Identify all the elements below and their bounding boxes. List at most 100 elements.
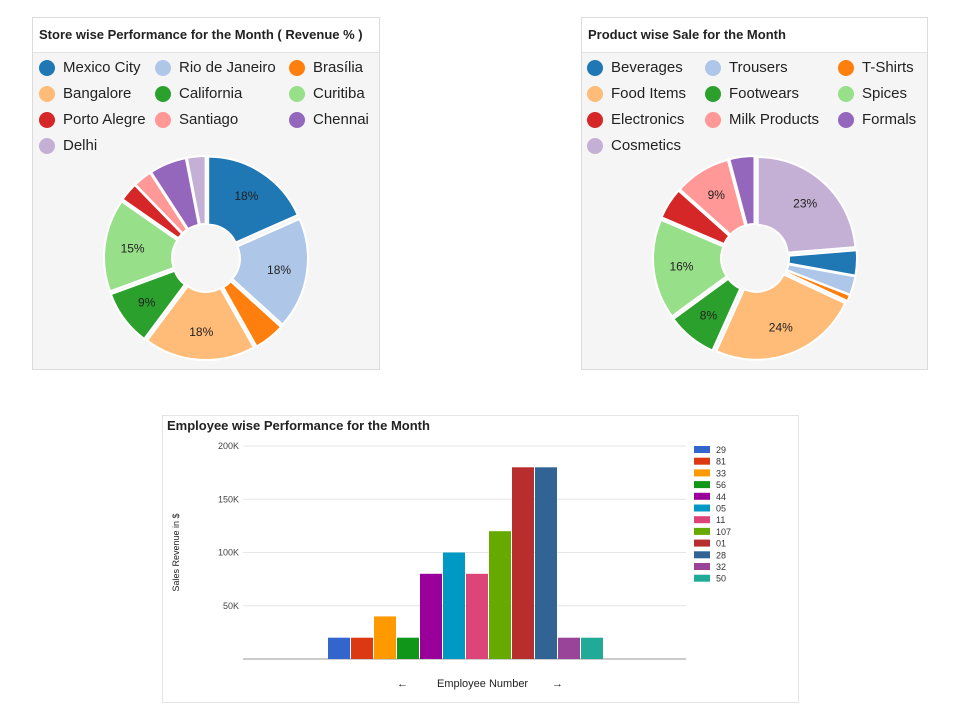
slice-label: 9%: [138, 295, 156, 309]
legend-swatch: [289, 60, 305, 76]
legend-label: 29: [716, 445, 726, 455]
legend-label: California: [179, 85, 243, 102]
legend-swatch: [694, 492, 710, 500]
slice-label: 23%: [793, 197, 817, 211]
legend-swatch: [289, 112, 305, 128]
prev-page-arrow-icon[interactable]: ←: [397, 678, 408, 690]
legend-label: Rio de Janeiro: [179, 59, 276, 76]
legend-label: Bangalore: [63, 85, 132, 102]
y-tick-label: 100K: [218, 548, 239, 558]
bar-employee-107[interactable]: [489, 531, 511, 659]
pie-slice-rio-de-janeiro[interactable]: [230, 217, 309, 326]
pie-slice-bras-lia[interactable]: [221, 279, 283, 348]
slice-label: 18%: [267, 263, 291, 277]
legend-swatch: [694, 516, 710, 524]
bar-employee-28[interactable]: [535, 467, 557, 659]
bar-employee-33[interactable]: [374, 616, 396, 659]
pie-slice-chennai[interactable]: [149, 156, 200, 231]
legend-swatch: [39, 60, 55, 76]
slice-label: 8%: [700, 309, 718, 323]
legend-label: 107: [716, 527, 731, 537]
legend-label: 01: [716, 539, 726, 549]
slice-label: 9%: [708, 188, 726, 202]
legend-label: Electronics: [611, 111, 685, 128]
y-tick-label: 50K: [223, 601, 239, 611]
slice-label: 18%: [189, 325, 213, 339]
pie-slice-california[interactable]: [109, 269, 187, 341]
y-tick-label: 200K: [218, 441, 239, 451]
legend-swatch: [694, 527, 710, 535]
legend-label: Chennai: [313, 111, 369, 128]
legend-swatch: [838, 86, 854, 102]
bar-employee-56[interactable]: [397, 637, 419, 659]
legend-label: Cosmetics: [611, 137, 682, 154]
legend-label: Beverages: [611, 59, 683, 76]
legend-swatch: [694, 457, 710, 465]
product-donut-chart: 23% 24% 8% 16% 9%: [652, 155, 858, 361]
legend-label: Spices: [862, 85, 908, 102]
legend-swatch: [155, 112, 171, 128]
bar-employee-44[interactable]: [420, 573, 442, 659]
pie-slice-milk-products[interactable]: [678, 158, 747, 237]
pie-slice-spices[interactable]: [652, 218, 729, 318]
legend-swatch: [39, 138, 55, 154]
legend-label: Curitiba: [313, 85, 365, 102]
y-tick-label: 150K: [218, 494, 239, 504]
legend-label: Food Items: [611, 85, 687, 102]
legend-label: Porto Alegre: [63, 111, 146, 128]
pie-slice-delhi[interactable]: [185, 155, 207, 226]
legend-swatch: [587, 138, 603, 154]
slice-label: 15%: [121, 242, 145, 256]
pie-slice-formals[interactable]: [728, 155, 756, 227]
bar-employee-01[interactable]: [512, 467, 534, 659]
slice-label: 18%: [234, 189, 258, 203]
pie-slice-bangalore[interactable]: [145, 284, 256, 361]
legend-swatch: [587, 60, 603, 76]
legend-label: 05: [716, 504, 726, 514]
employee-chart-title: Employee wise Performance for the Month: [167, 418, 430, 433]
bar-employee-05[interactable]: [443, 552, 465, 660]
store-chart-legend: Mexico City Rio de Janeiro Brasília Bangalo…: [33, 58, 379, 170]
employee-performance-chart: Employee wise Performance for the Month …: [162, 415, 799, 703]
legend-swatch: [705, 86, 721, 102]
bar-employee-50[interactable]: [581, 637, 603, 659]
legend-label: Formals: [862, 111, 917, 128]
bar-employee-81[interactable]: [351, 637, 373, 659]
legend-swatch: [694, 446, 710, 453]
legend-label: Trousers: [729, 59, 788, 76]
legend-swatch: [694, 481, 710, 489]
legend-label: 56: [716, 480, 726, 490]
legend-swatch: [39, 112, 55, 128]
legend-swatch: [694, 563, 710, 570]
legend-swatch: [155, 86, 171, 102]
bar-employee-11[interactable]: [466, 573, 488, 659]
legend-swatch: [694, 504, 710, 512]
product-sale-chart: Product wise Sale for the Month Beverage…: [581, 17, 928, 370]
bar-employee-32[interactable]: [558, 637, 580, 659]
legend-swatch: [838, 112, 854, 128]
legend-label: 50: [716, 574, 726, 584]
pie-slice-cosmetics[interactable]: [756, 156, 857, 254]
legend-label: Delhi: [63, 137, 98, 154]
pie-slice-footwears[interactable]: [671, 277, 742, 352]
legend-swatch: [39, 86, 55, 102]
legend-label: Mexico City: [63, 59, 141, 76]
store-donut-chart: 18% 18% 18% 9% 15%: [103, 155, 309, 361]
bar-employee-29[interactable]: [328, 637, 350, 659]
pie-slice-t-shirts[interactable]: [784, 269, 852, 303]
store-performance-chart: Store wise Performance for the Month ( R…: [32, 17, 380, 370]
legend-swatch: [694, 539, 710, 547]
legend-label: 32: [716, 562, 726, 572]
next-page-arrow-icon[interactable]: →: [552, 678, 563, 690]
product-chart-legend: Beverages Trousers T-Shirts Food Items Footw…: [582, 58, 927, 170]
slice-label: 24%: [769, 320, 793, 334]
slice-label: 16%: [669, 259, 693, 273]
legend-swatch: [694, 574, 710, 582]
legend-label: 33: [716, 468, 726, 478]
pie-slice-mexico-city[interactable]: [207, 155, 300, 244]
pie-slice-food-items[interactable]: [715, 273, 847, 361]
pie-slice-electronics[interactable]: [660, 189, 731, 246]
pie-slice-curitiba[interactable]: [103, 200, 179, 293]
pie-slice-santiago[interactable]: [133, 171, 189, 235]
legend-swatch: [694, 551, 710, 559]
